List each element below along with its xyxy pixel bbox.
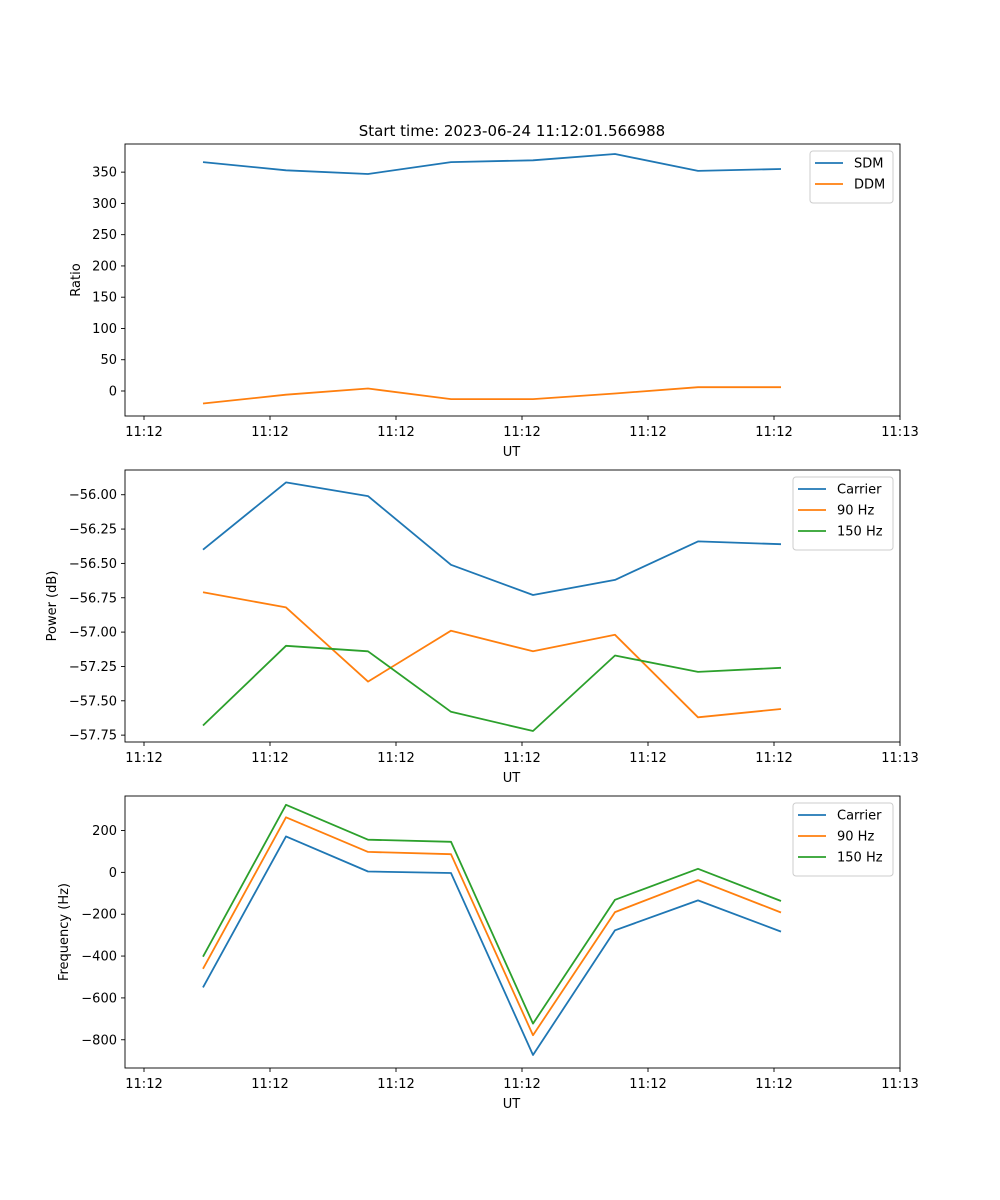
x-axis-label: UT [503,1097,521,1112]
axes-frame [124,795,901,1069]
legend-label: 150 Hz [837,851,883,866]
y-tick-label: 250 [92,228,117,243]
x-tick-label: 11:12 [629,1077,666,1092]
series-line-carrier [202,481,782,596]
x-axis-label: UT [503,445,521,460]
y-axis-label: Power (dB) [45,571,60,642]
y-tick-label: −57.00 [69,626,117,641]
axes-frame [124,143,901,417]
y-tick-label: 50 [100,353,117,368]
x-tick-label: 11:13 [881,425,918,440]
y-tick-label: −800 [81,1033,117,1048]
legend-label: Carrier [837,483,882,498]
legend: SDM DDM [809,150,894,204]
legend-box [809,150,894,204]
y-axis-label: Frequency (Hz) [57,883,72,981]
series-line-carrier [202,835,782,1056]
y-tick-label: −57.25 [69,660,117,675]
legend-label: DDM [854,178,885,193]
x-tick-label: 11:12 [377,751,414,766]
legend: Carrier 90 Hz 150 Hz [792,476,894,551]
y-tick-label: 350 [92,166,117,181]
series-line-150-hz [202,644,782,732]
x-tick-label: 11:13 [881,751,918,766]
y-tick-label: −400 [81,950,117,965]
x-tick-label: 11:12 [125,425,162,440]
legend-label: 150 Hz [837,525,883,540]
x-tick-label: 11:12 [629,751,666,766]
x-tick-label: 11:12 [503,425,540,440]
y-tick-label: −56.00 [69,488,117,503]
y-tick-label: 300 [92,197,117,212]
legend: Carrier 90 Hz 150 Hz [792,802,894,877]
x-tick-label: 11:12 [629,425,666,440]
axes-frame [124,469,901,743]
y-tick-label: 0 [109,384,117,399]
ratio-panel: 11:12 11:12 11:12 11:12 11:12 11:12 11:13 0 50 10… [69,143,919,460]
series-line-150-hz [202,803,782,1025]
y-tick-label: −56.25 [69,523,117,538]
y-tick-label: −56.50 [69,557,117,572]
series-line-90-hz [202,591,782,719]
legend-label: 90 Hz [837,830,874,845]
y-tick-label: −57.50 [69,694,117,709]
x-tick-label: 11:12 [503,1077,540,1092]
frequency-panel: 11:12 11:12 11:12 11:12 11:12 11:12 11:13 −800 −… [57,795,919,1112]
x-tick-label: 11:12 [125,1077,162,1092]
x-tick-label: 11:12 [125,751,162,766]
y-tick-label: −200 [81,908,117,923]
x-tick-label: 11:12 [251,751,288,766]
y-tick-label: 0 [109,866,117,881]
y-tick-label: 200 [92,259,117,274]
x-tick-label: 11:12 [377,1077,414,1092]
x-tick-label: 11:12 [251,425,288,440]
y-tick-label: 150 [92,291,117,306]
power-panel: 11:12 11:12 11:12 11:12 11:12 11:12 11:13 −57.7… [45,469,919,786]
figure-title: Start time: 2023-06-24 11:12:01.566988 [359,122,665,140]
legend-label: SDM [854,157,883,172]
x-tick-label: 11:12 [755,751,792,766]
y-tick-label: 100 [92,322,117,337]
y-tick-label: −56.75 [69,591,117,606]
x-tick-label: 11:12 [503,751,540,766]
x-tick-label: 11:13 [881,1077,918,1092]
x-tick-label: 11:12 [755,1077,792,1092]
x-tick-label: 11:12 [755,425,792,440]
series-line-90-hz [202,816,782,1037]
series-line-sdm [202,153,782,175]
legend-label: Carrier [837,809,882,824]
legend-label: 90 Hz [837,504,874,519]
x-tick-label: 11:12 [377,425,414,440]
series-line-ddm [202,386,781,405]
y-tick-label: 200 [92,824,117,839]
x-axis-label: UT [503,771,521,786]
y-axis-label: Ratio [69,263,84,296]
y-tick-label: −57.75 [69,729,117,744]
x-tick-label: 11:12 [251,1077,288,1092]
y-tick-label: −600 [81,991,117,1006]
